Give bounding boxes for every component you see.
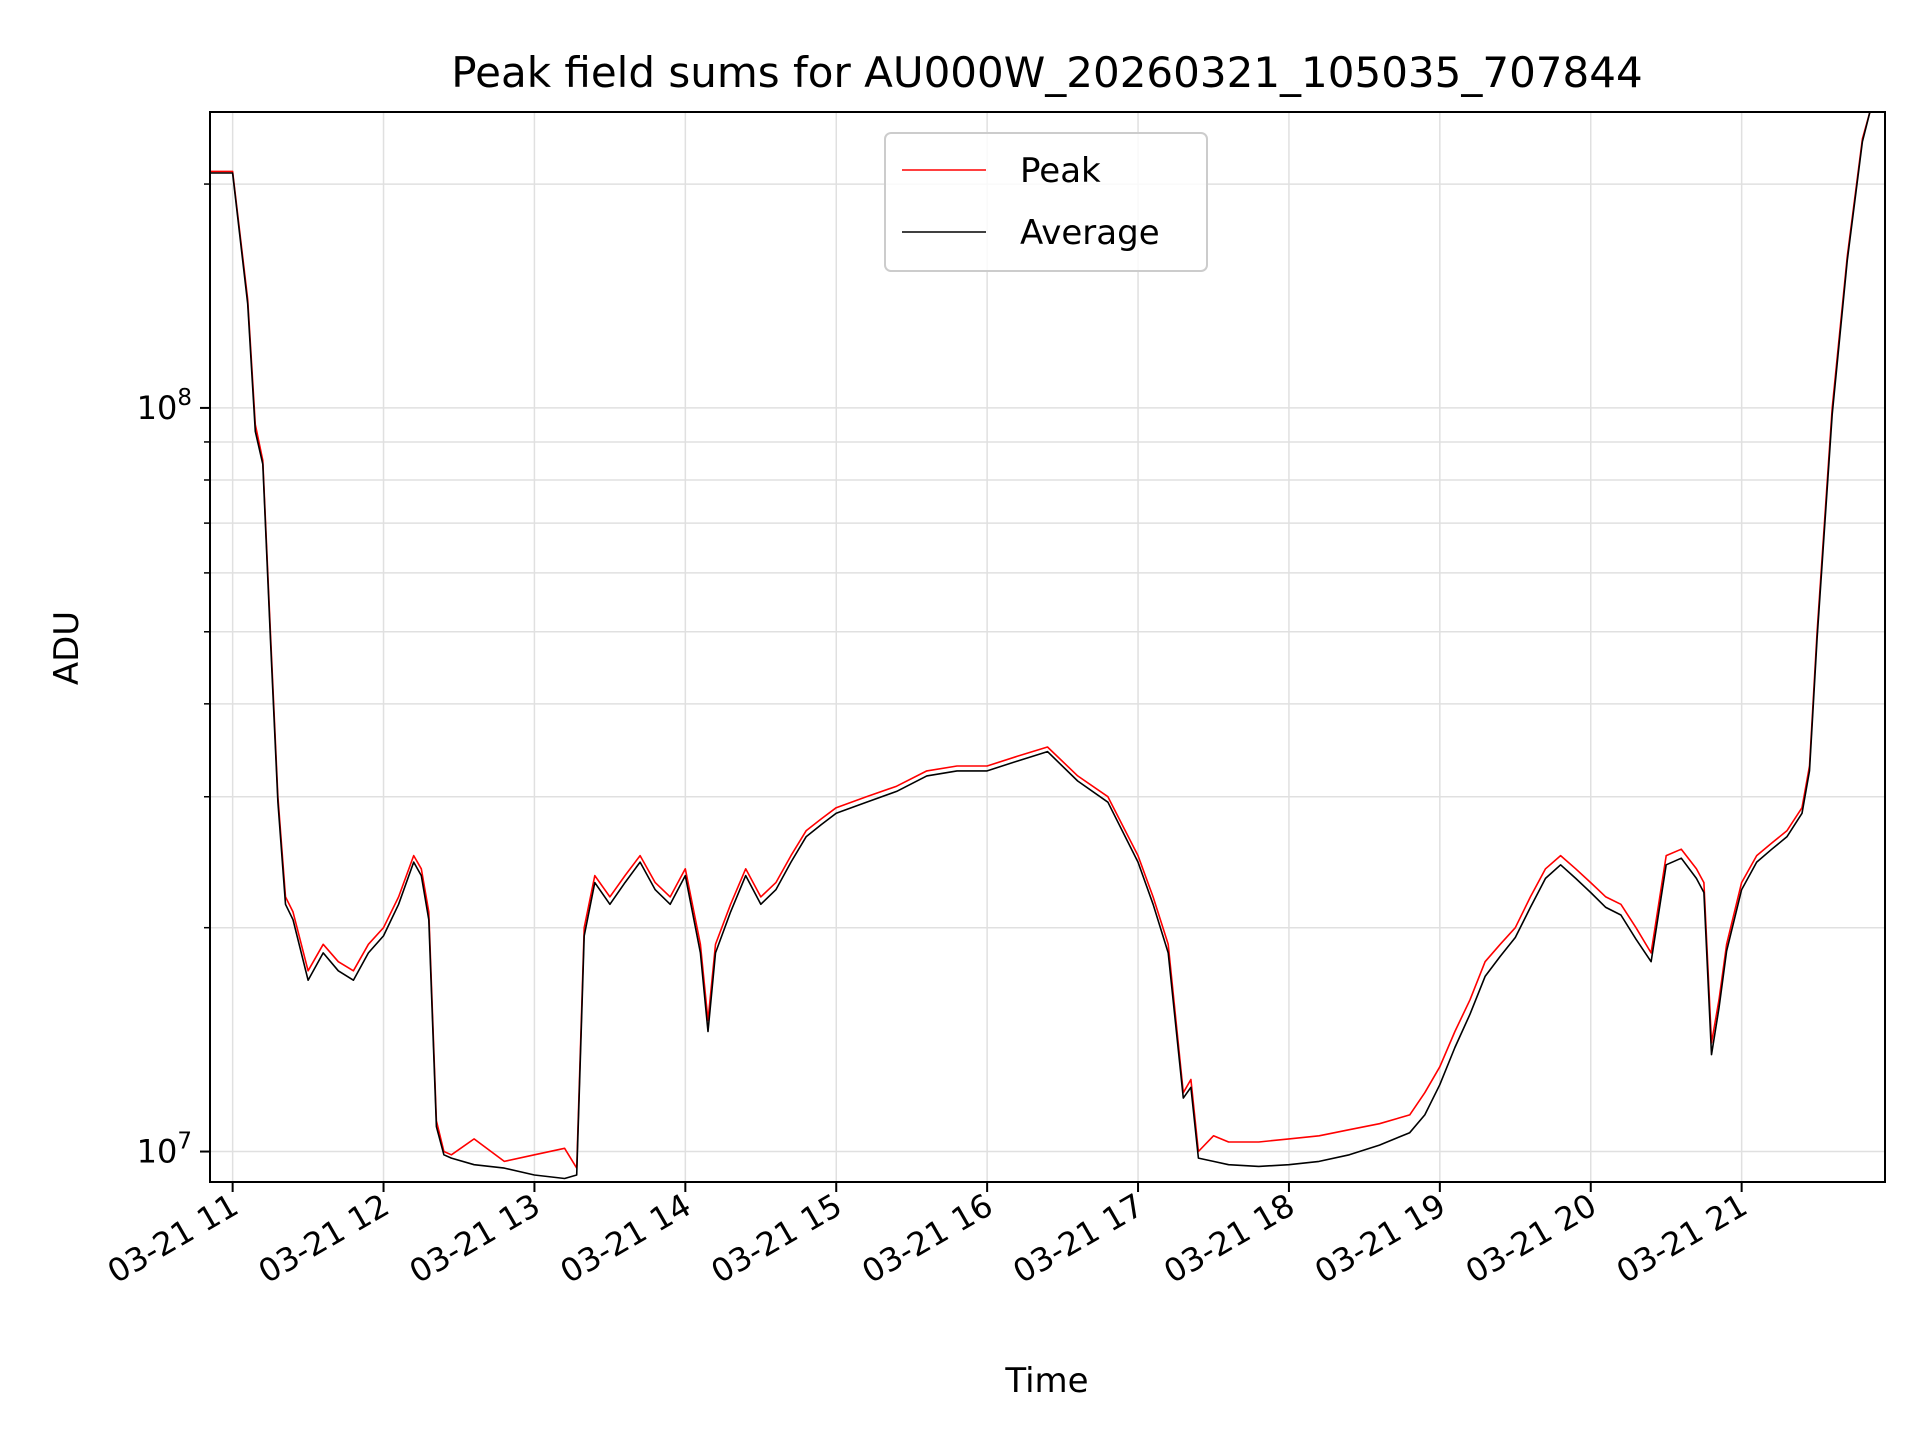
y-axis: 107 108 (137, 183, 210, 1171)
series-line-average (210, 111, 1878, 1180)
series-layer (210, 111, 1878, 1180)
legend-box (884, 132, 1208, 272)
plot-frame (209, 111, 1886, 1183)
legend: Peak Average (884, 132, 1208, 272)
legend-peak-label: Peak (1020, 151, 1101, 191)
x-axis-label: Time (1004, 1361, 1088, 1401)
legend-average-label: Average (1020, 213, 1160, 253)
y-axis-label: ADU (47, 611, 87, 685)
y-tick-label: 107 (137, 1129, 192, 1171)
y-tick-label: 108 (137, 385, 192, 427)
grid (210, 112, 1885, 1182)
chart-title: Peak field sums for AU000W_20260321_1050… (451, 48, 1642, 97)
series-line-peak (210, 111, 1878, 1169)
